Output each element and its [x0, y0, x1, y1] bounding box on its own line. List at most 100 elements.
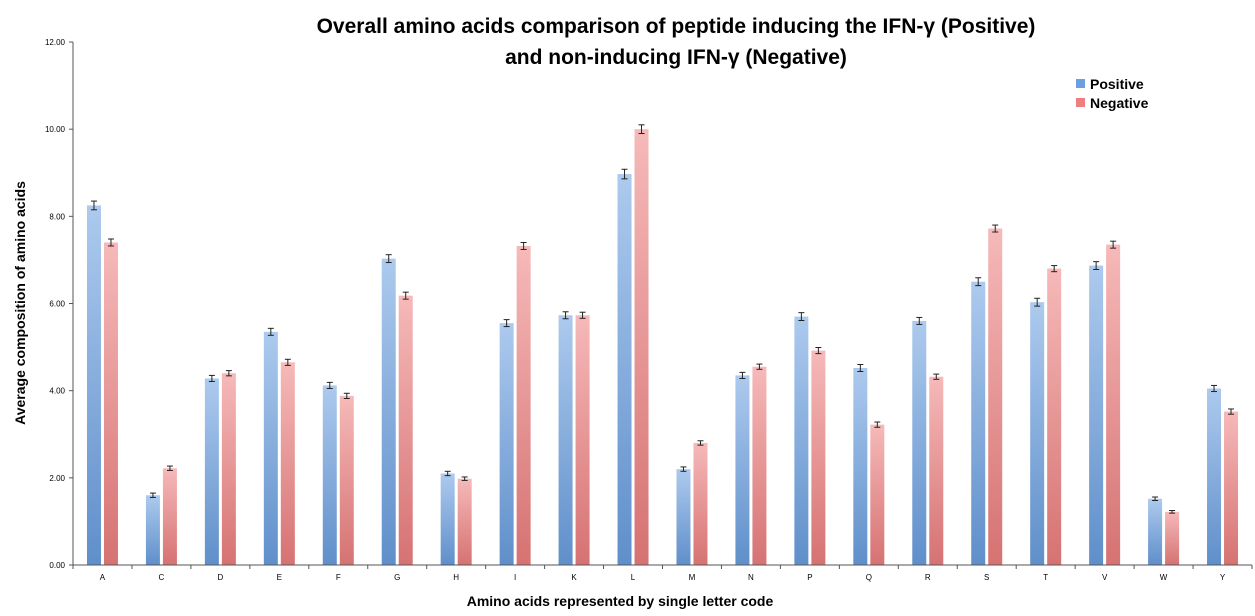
y-tick-label: 12.00 [45, 38, 66, 47]
bar-negative-N [752, 366, 767, 565]
error-bar-positive-E [267, 327, 274, 336]
error-bar-negative-L [638, 124, 645, 135]
bar-positive-Y [1207, 388, 1222, 565]
bar-positive-E [263, 331, 278, 565]
bar-group-E [263, 327, 295, 565]
bar-group-L [617, 124, 649, 565]
x-tick-label-L: L [631, 573, 636, 582]
bar-positive-D [204, 378, 219, 565]
bar-positive-H [440, 473, 455, 565]
bar-positive-A [86, 205, 101, 565]
bar-group-V [1089, 240, 1121, 565]
bar-negative-I [516, 245, 531, 565]
error-bar-positive-G [385, 254, 392, 264]
error-bar-positive-C [149, 492, 156, 498]
bar-group-Q [853, 364, 885, 565]
y-tick-label: 10.00 [45, 125, 66, 134]
x-tick-label-Q: Q [866, 573, 872, 582]
bar-negative-K [575, 315, 590, 565]
error-bar-positive-Q [857, 364, 864, 372]
bar-group-D [204, 370, 236, 565]
bar-negative-V [1106, 244, 1121, 565]
y-tick-label: 2.00 [49, 474, 65, 483]
legend-label-positive: Positive [1090, 76, 1144, 92]
bar-group-F [322, 381, 354, 565]
bar-negative-Q [870, 424, 885, 565]
bar-positive-L [617, 174, 632, 565]
legend-label-negative: Negative [1090, 95, 1149, 111]
bar-positive-F [322, 385, 337, 565]
bar-positive-R [912, 320, 927, 565]
bar-negative-F [339, 395, 354, 565]
error-bar-positive-L [621, 168, 628, 180]
bar-negative-S [988, 228, 1003, 565]
x-tick-label-H: H [453, 573, 459, 582]
error-bar-negative-I [520, 241, 527, 250]
bar-negative-D [221, 373, 236, 565]
bar-negative-C [162, 468, 177, 565]
error-bar-negative-D [225, 370, 232, 377]
error-bar-positive-P [798, 312, 805, 321]
bars [86, 124, 1239, 565]
bar-positive-G [381, 258, 396, 565]
x-tick-label-I: I [514, 573, 516, 582]
error-bar-positive-H [444, 470, 451, 477]
bar-positive-S [971, 281, 986, 565]
error-bar-negative-W [1169, 510, 1176, 514]
bar-group-T [1030, 265, 1062, 565]
error-bar-negative-M [697, 440, 704, 446]
x-tick-label-E: E [277, 573, 282, 582]
error-bar-positive-I [503, 319, 510, 328]
error-bar-positive-M [680, 466, 687, 472]
error-bar-negative-H [461, 476, 468, 481]
y-tick-label: 6.00 [49, 300, 65, 309]
error-bar-positive-R [916, 316, 923, 325]
error-bar-negative-Q [874, 421, 881, 428]
bar-group-K [558, 311, 590, 565]
bar-negative-A [103, 242, 118, 565]
error-bar-positive-A [90, 200, 97, 211]
bar-positive-W [1148, 498, 1163, 565]
bar-positive-P [794, 316, 809, 565]
error-bar-positive-W [1152, 496, 1159, 501]
bar-positive-C [145, 495, 160, 565]
bar-negative-L [634, 129, 649, 565]
error-bar-negative-K [579, 311, 586, 319]
bar-positive-M [676, 469, 691, 565]
bar-positive-I [499, 323, 514, 565]
bar-group-A [86, 200, 118, 565]
chart-title-line-1: Overall amino acids comparison of peptid… [317, 15, 1036, 38]
error-bar-negative-E [284, 358, 291, 366]
error-bar-negative-P [815, 347, 822, 355]
chart-title-line-2: and non-inducing IFN-γ (Negative) [505, 46, 847, 69]
error-bar-positive-D [208, 374, 215, 383]
bar-group-Y [1207, 384, 1239, 565]
x-tick-label-F: F [336, 573, 341, 582]
legend-swatch-negative [1076, 98, 1085, 107]
bar-negative-M [693, 442, 708, 565]
bar-negative-G [398, 295, 413, 565]
bar-positive-V [1089, 265, 1104, 565]
x-axis-label: Amino acids represented by single letter… [467, 593, 774, 609]
bar-negative-T [1047, 268, 1062, 565]
x-tick-label-K: K [571, 573, 577, 582]
x-tick-label-A: A [100, 573, 106, 582]
error-bar-negative-F [343, 392, 350, 400]
bar-negative-R [929, 376, 944, 565]
bar-group-I [499, 241, 531, 565]
x-tick-label-T: T [1043, 573, 1048, 582]
y-axis-label: Average composition of amino acids [12, 181, 28, 425]
x-tick-label-G: G [394, 573, 400, 582]
bar-group-G [381, 254, 413, 565]
error-bar-positive-K [562, 311, 569, 320]
error-bar-positive-Y [1211, 384, 1218, 393]
error-bar-positive-F [326, 381, 333, 389]
error-bar-negative-G [402, 291, 409, 300]
bar-group-C [145, 465, 177, 565]
bar-negative-W [1165, 511, 1180, 565]
x-tick-label-V: V [1102, 573, 1108, 582]
error-bar-negative-C [166, 465, 173, 471]
